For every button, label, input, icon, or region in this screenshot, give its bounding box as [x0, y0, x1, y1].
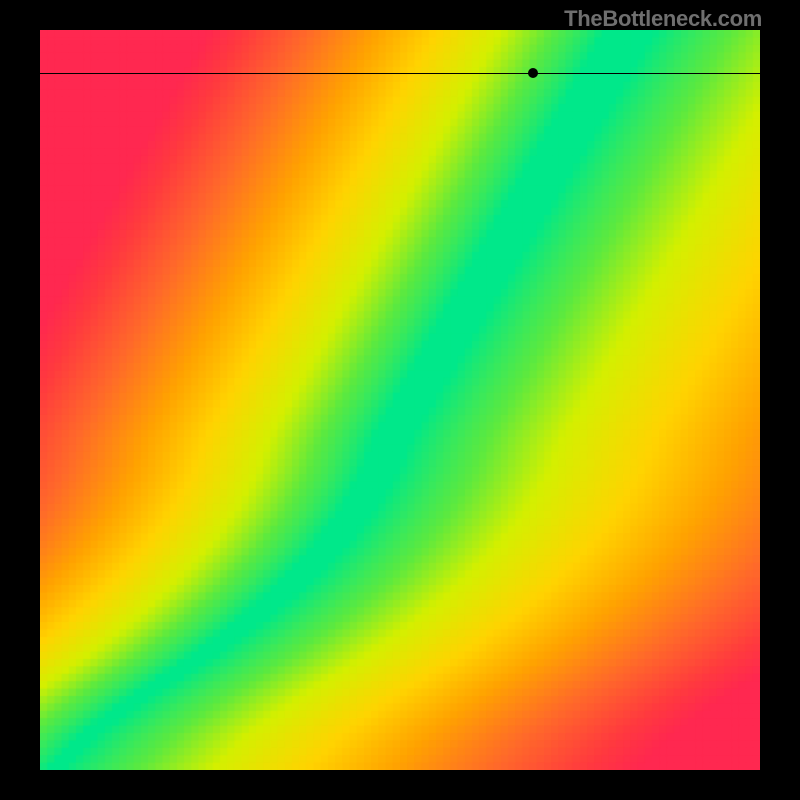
crosshair-marker — [528, 68, 538, 78]
crosshair-horizontal — [40, 73, 760, 74]
heatmap-plot — [40, 30, 760, 770]
watermark-text: TheBottleneck.com — [564, 6, 762, 32]
heatmap-canvas — [40, 30, 760, 770]
crosshair-vertical — [533, 770, 534, 800]
